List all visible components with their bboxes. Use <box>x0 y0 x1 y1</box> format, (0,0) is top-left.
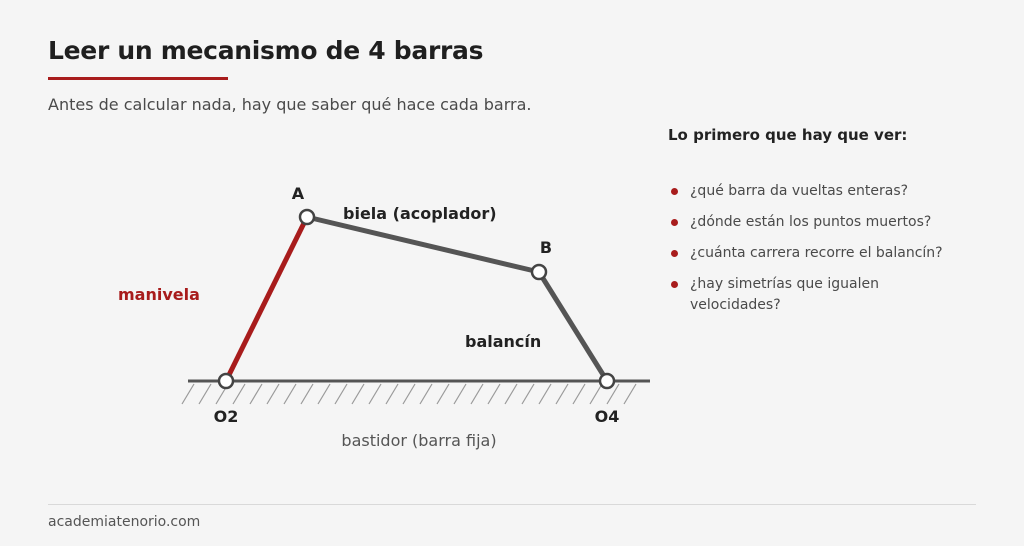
hatch-mark <box>555 383 569 405</box>
hatch-mark <box>368 383 382 405</box>
label-o2: O2 <box>214 407 239 426</box>
crank-link <box>223 215 310 383</box>
hatch-mark <box>538 383 552 405</box>
hatch-mark <box>589 383 603 405</box>
label-crank: manivela <box>118 285 200 304</box>
hatch-mark <box>300 383 314 405</box>
list-item: ¿cuánta carrera recorre el balancín? <box>668 243 968 264</box>
hatch-mark <box>419 383 433 405</box>
joint-o4 <box>598 372 616 390</box>
bullet-dot-icon <box>671 250 678 257</box>
list-item-text: ¿hay simetrías que igualen velocidades? <box>690 276 879 313</box>
bullet-dot-icon <box>671 281 678 288</box>
hatch-mark <box>606 383 620 405</box>
hatch-mark <box>385 383 399 405</box>
list-item-text: ¿qué barra da vueltas enteras? <box>690 183 909 199</box>
joint-b <box>530 263 548 281</box>
hatch-mark <box>266 383 280 405</box>
hatch-mark <box>317 383 331 405</box>
footer-site: academiatenorio.com <box>48 514 201 530</box>
list-item: ¿qué barra da vueltas enteras? <box>668 181 968 202</box>
hatch-mark <box>453 383 467 405</box>
label-frame: bastidor (barra fija) <box>341 431 496 450</box>
label-b: B <box>540 238 552 257</box>
list-item: ¿dónde están los puntos muertos? <box>668 212 968 233</box>
hatch-mark <box>504 383 518 405</box>
joint-a <box>298 208 316 226</box>
hatch-mark <box>572 383 586 405</box>
hatch-mark <box>351 383 365 405</box>
coupler-link <box>306 214 540 275</box>
hatch-mark <box>283 383 297 405</box>
list-item-text: ¿cuánta carrera recorre el balancín? <box>690 245 943 261</box>
hatch-mark <box>402 383 416 405</box>
hatch-mark <box>249 383 263 405</box>
label-o4: O4 <box>595 407 620 426</box>
list-item: ¿hay simetrías que igualen velocidades? <box>668 274 968 316</box>
ground-hatching <box>181 383 637 405</box>
footer-divider <box>48 504 976 505</box>
page-title: Leer un mecanismo de 4 barras <box>48 36 484 65</box>
hatch-mark <box>198 383 212 405</box>
title-underline <box>48 77 228 80</box>
label-a: A <box>292 184 305 203</box>
checklist: ¿qué barra da vueltas enteras? ¿dónde es… <box>668 181 968 326</box>
panel-title: Lo primero que hay que ver: <box>668 126 908 144</box>
label-coupler: biela (acoplador) <box>343 204 497 223</box>
joint-o2 <box>217 372 235 390</box>
page-subtitle: Antes de calcular nada, hay que saber qu… <box>48 95 532 114</box>
bullet-dot-icon <box>671 219 678 226</box>
rocker-link <box>536 270 610 383</box>
list-item-text: ¿dónde están los puntos muertos? <box>690 214 932 230</box>
hatch-mark <box>181 383 195 405</box>
bullet-dot-icon <box>671 188 678 195</box>
hatch-mark <box>334 383 348 405</box>
hatch-mark <box>436 383 450 405</box>
label-rocker: balancín <box>465 332 541 351</box>
hatch-mark <box>470 383 484 405</box>
hatch-mark <box>623 383 637 405</box>
hatch-mark <box>521 383 535 405</box>
hatch-mark <box>232 383 246 405</box>
hatch-mark <box>487 383 501 405</box>
